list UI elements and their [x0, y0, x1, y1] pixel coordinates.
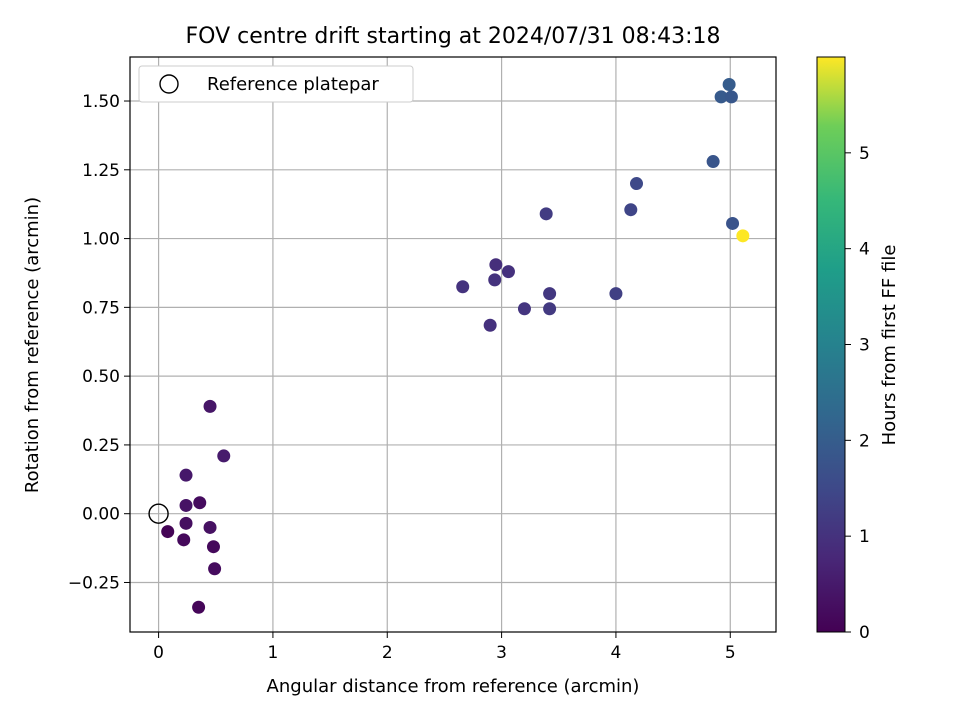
colorbar-tick-label: 5 [859, 144, 870, 164]
y-tick-label: 0.00 [82, 505, 120, 525]
data-point [206, 540, 220, 554]
data-point [630, 177, 644, 191]
x-tick-label: 4 [611, 643, 622, 663]
grid [130, 57, 776, 632]
x-axis: 0 1 2 3 4 5 [153, 632, 736, 663]
data-point [722, 78, 736, 92]
legend-box [138, 65, 414, 103]
colorbar-label: Hours from first FF file [879, 245, 900, 446]
colorbar-tick-label: 3 [859, 336, 870, 356]
legend-label-reference: Reference platepar [207, 74, 379, 95]
colorbar-tick-label: 0 [859, 623, 870, 643]
y-tick-label: 0.25 [82, 436, 120, 456]
data-point [543, 287, 557, 301]
colorbar-tick-label: 1 [859, 527, 870, 547]
data-point [714, 90, 728, 104]
y-axis: −0.25 0.00 0.25 0.50 0.75 1.00 1.25 1.50 [68, 92, 130, 593]
y-tick-label: −0.25 [68, 573, 120, 593]
data-point [161, 525, 175, 539]
data-point [193, 496, 207, 510]
legend: Reference platepar [138, 65, 414, 103]
colorbar-tick-label: 4 [859, 240, 870, 260]
chart-title: FOV centre drift starting at 2024/07/31 … [186, 24, 721, 49]
data-point [177, 533, 191, 547]
x-tick-label: 0 [153, 643, 164, 663]
data-point [609, 287, 623, 301]
y-tick-label: 0.75 [82, 298, 120, 318]
data-point [489, 258, 503, 272]
data-point [624, 203, 638, 217]
colorbar-tick-label: 2 [859, 431, 870, 451]
data-point [488, 273, 502, 287]
reference-platepar-marker [148, 503, 169, 524]
data-point [706, 155, 720, 169]
data-point [203, 520, 217, 534]
x-tick-label: 3 [496, 643, 507, 663]
y-tick-label: 1.50 [82, 92, 120, 112]
y-tick-label: 1.00 [82, 230, 120, 250]
data-point [192, 600, 206, 614]
scatter-points [148, 78, 750, 614]
data-point [217, 449, 231, 463]
data-point [203, 399, 217, 413]
data-point [543, 302, 557, 316]
data-point [483, 318, 497, 332]
data-point [539, 207, 553, 221]
data-point [456, 280, 470, 294]
data-point [724, 90, 738, 104]
x-tick-label: 2 [382, 643, 393, 663]
colorbar: 0 1 2 3 4 5 Hours from first FF file [816, 56, 900, 643]
plot-frame [129, 56, 777, 633]
y-tick-label: 1.25 [82, 161, 120, 181]
data-point [179, 498, 193, 512]
data-point [517, 302, 531, 316]
data-point [736, 229, 750, 243]
colorbar-gradient [816, 56, 846, 633]
data-point [179, 516, 193, 530]
data-point [501, 265, 515, 279]
x-axis-label: Angular distance from reference (arcmin) [267, 676, 640, 697]
data-point [726, 216, 740, 230]
legend-marker-reference [159, 74, 179, 94]
y-tick-label: 0.50 [82, 367, 120, 387]
data-point [208, 562, 222, 576]
colorbar-ticks: 0 1 2 3 4 5 [845, 144, 870, 643]
x-tick-label: 1 [268, 643, 279, 663]
y-axis-label: Rotation from reference (arcmin) [22, 197, 43, 493]
x-tick-label: 5 [725, 643, 736, 663]
data-point [179, 468, 193, 482]
